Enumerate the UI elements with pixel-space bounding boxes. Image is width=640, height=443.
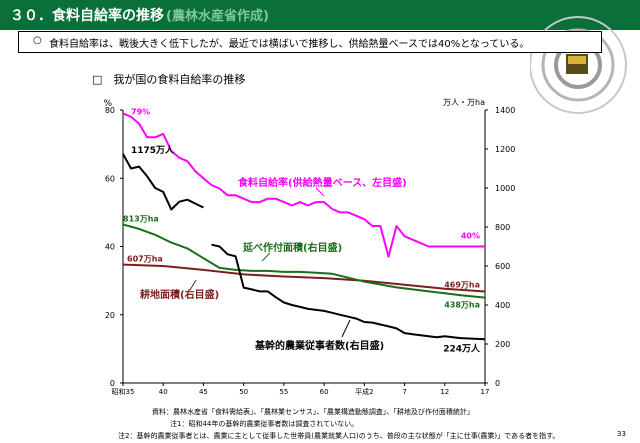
x-tick-label: 50 bbox=[239, 388, 248, 396]
x-tick-label: 昭和35 bbox=[112, 387, 135, 396]
summary-box: ○ 食料自給率は、戦後大きく低下したが、最近では横ばいで推移し、供給熱量ベースで… bbox=[18, 31, 602, 53]
y-right-tick-label: 1000 bbox=[495, 184, 515, 193]
cropped-start-label: 813万ha bbox=[123, 214, 159, 223]
workers-series-name: 基幹的農業従事者数(右目盛) bbox=[254, 339, 384, 352]
y-left-tick-label: 20 bbox=[105, 311, 115, 320]
arable-start-label: 607万ha bbox=[127, 255, 163, 264]
workers-line-late bbox=[211, 243, 486, 341]
arable-end-label: 469万ha bbox=[444, 281, 480, 290]
decorative-rings bbox=[530, 16, 627, 114]
ratio-start-label: 79% bbox=[131, 107, 150, 116]
ratio-series-name: 食料自給率(供給熱量ベース、左目盛) bbox=[237, 176, 407, 189]
summary-text: 食料自給率は、戦後大きく低下したが、最近では横ばいで推移し、供給熱量ベースでは4… bbox=[49, 39, 530, 50]
chart-subtitle: □ 我が国の食料自給率の推移 bbox=[92, 73, 246, 86]
x-tick-label: 17 bbox=[481, 388, 490, 396]
arable-arrow bbox=[189, 279, 197, 291]
workers-start-label: 1175万人 bbox=[131, 144, 175, 156]
workers-end-label: 224万人 bbox=[443, 342, 481, 354]
x-tick-label: 平成2 bbox=[355, 387, 373, 396]
y-left-tick-label: 0 bbox=[110, 379, 115, 388]
y-right-tick-label: 400 bbox=[495, 301, 510, 310]
ratio-arrow bbox=[315, 187, 325, 197]
workers-arrow bbox=[341, 319, 351, 338]
page-title: ３０．食料自給率の推移 (農林水産省作成) bbox=[10, 8, 269, 24]
y-left-tick-label: 40 bbox=[105, 243, 115, 252]
page-title-sub: (農林水産省作成) bbox=[166, 9, 269, 24]
self-sufficiency-line bbox=[122, 112, 485, 258]
x-tick-label: 12 bbox=[440, 388, 449, 396]
x-tick-label: 7 bbox=[402, 388, 406, 396]
y-right-unit: 万人・万ha bbox=[443, 98, 485, 107]
cropped-end-label: 438万ha bbox=[444, 301, 480, 310]
bullet-icon: ○ bbox=[33, 35, 42, 46]
title-bar: ３０．食料自給率の推移 (農林水産省作成) bbox=[0, 0, 640, 30]
source-note: 資料：農林水産省「食料需給表」、「農林業センサス」、「農業構造動態調査」、「耕地… bbox=[152, 408, 474, 416]
arable-area-line bbox=[122, 263, 486, 293]
y-left-tick-label: 80 bbox=[105, 106, 115, 115]
y-right-tick-label: 0 bbox=[495, 379, 500, 388]
x-tick-label: 40 bbox=[159, 388, 168, 396]
y-left-unit: % bbox=[103, 99, 112, 109]
y-right-tick-label: 600 bbox=[495, 262, 510, 271]
cropped-arrow bbox=[261, 252, 271, 262]
ratio-end-label: 40% bbox=[461, 232, 480, 241]
y-right-tick-label: 200 bbox=[495, 340, 510, 349]
page-number: 33 bbox=[617, 430, 626, 438]
y-right-tick-label: 1400 bbox=[495, 106, 515, 115]
x-tick-label: 60 bbox=[320, 388, 329, 396]
chart-labels: 79% 40% 1175万人 224万人 813万ha 438万ha 607万ha 469万h… bbox=[123, 107, 481, 354]
y-left-tick-label: 60 bbox=[105, 174, 115, 183]
footnote-1: 注1：昭和44年の基幹的農業従事者数は調査されていない。 bbox=[170, 420, 359, 428]
y-right-tick-label: 800 bbox=[495, 223, 510, 232]
workers-line-early bbox=[122, 153, 204, 211]
x-tick-label: 45 bbox=[199, 388, 208, 396]
cropped-area-line bbox=[122, 223, 486, 299]
arable-series-name: 耕地面積(右目盛) bbox=[140, 288, 219, 301]
y-right-tick-label: 1200 bbox=[495, 145, 515, 154]
chart-series bbox=[122, 112, 486, 341]
footnote-2: 注2：基幹的農業従事者とは、農業に主として従事した世帯員(農業就業人口)のうち、… bbox=[118, 432, 560, 440]
cropped-series-name: 延べ作付面積(右目盛) bbox=[242, 241, 342, 254]
x-tick-label: 55 bbox=[279, 388, 288, 396]
